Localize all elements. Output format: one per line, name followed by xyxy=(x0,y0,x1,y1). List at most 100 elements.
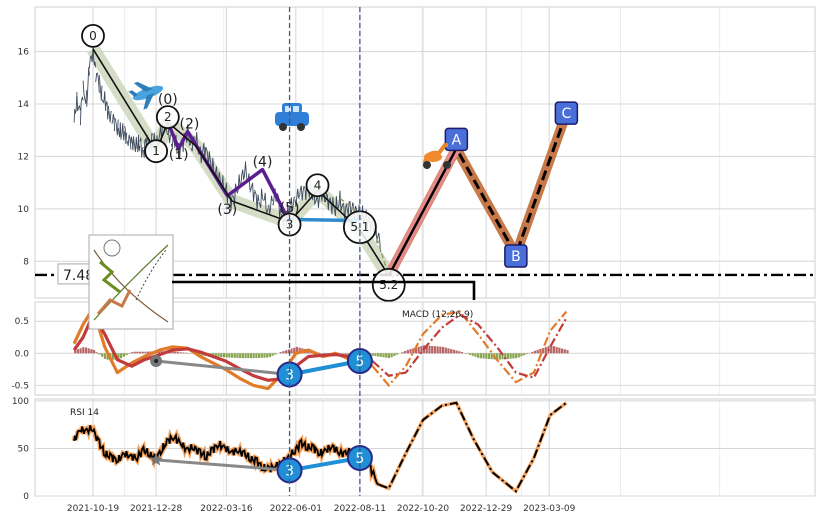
y-tick-label: 14 xyxy=(18,100,30,110)
rsi-panel: 100 50 0 35 RSI 14 xyxy=(12,397,816,502)
macd-histogram-bar xyxy=(517,353,520,358)
macd-histogram-bar xyxy=(506,353,510,359)
price-line-segment xyxy=(107,105,112,123)
macd-histogram-bar xyxy=(498,353,501,360)
macd-histogram-bar xyxy=(255,353,258,359)
abc-label-box xyxy=(504,244,528,268)
y-tick-label: 50 xyxy=(18,444,30,454)
rsi-panel-frame xyxy=(34,398,816,497)
macd-histogram-bar xyxy=(79,348,82,354)
macd-histogram-bar xyxy=(103,353,107,359)
inset-curve xyxy=(93,249,169,323)
macd-histogram-bar xyxy=(214,353,217,357)
price-line-segment xyxy=(126,134,132,150)
macd-histogram-bar xyxy=(425,345,428,354)
rsi-gray-trend xyxy=(155,458,290,472)
macd-histogram-bar xyxy=(379,353,382,357)
x-tick-label: 2022-08-11 xyxy=(334,504,386,514)
abc-label-text: B xyxy=(511,249,521,265)
macd-histogram-bar xyxy=(293,347,296,354)
macd-histogram-bar xyxy=(458,351,461,354)
price-line-segment xyxy=(294,188,300,207)
abc-wave-band xyxy=(384,111,572,279)
car-icon xyxy=(275,103,309,131)
price-line-segment xyxy=(344,201,350,221)
macd-histogram-bar xyxy=(542,348,545,354)
macd-histogram-bar xyxy=(144,351,147,354)
macd-histogram-bar xyxy=(471,353,474,356)
macd-histogram-bar xyxy=(444,347,447,354)
rsi-line xyxy=(73,425,380,486)
macd-histogram-bar xyxy=(90,349,93,354)
scooter-icon xyxy=(423,143,451,169)
macd-histogram-bar xyxy=(84,347,88,354)
wave-label-text: 4 xyxy=(314,178,322,192)
wave-label-circle xyxy=(305,173,330,198)
macd-histogram-bar xyxy=(482,353,485,359)
macd-histogram-bar xyxy=(450,349,453,354)
macd-histogram-bar xyxy=(268,353,272,358)
macd-histogram-bar xyxy=(244,353,247,359)
macd-histogram-bar xyxy=(452,349,455,354)
inset-green-bars xyxy=(99,260,121,294)
inset-dotted-curve xyxy=(135,249,167,301)
macd-histogram-bar xyxy=(347,353,350,355)
macd-histogram-bar xyxy=(101,353,104,357)
rsi-star-icon xyxy=(149,452,163,466)
macd-histogram-bar xyxy=(512,353,515,359)
macd-histogram-bar xyxy=(176,352,180,354)
macd-histogram-bar xyxy=(252,353,255,359)
macd-histogram-bar xyxy=(555,346,558,354)
macd-histogram-bar xyxy=(536,349,539,354)
macd-histogram-bar xyxy=(117,353,120,360)
macd-histogram-bar xyxy=(95,352,98,354)
x-tick-label: 2022-10-20 xyxy=(397,504,450,514)
macd-histogram-bar xyxy=(439,346,442,354)
macd-histogram-bar xyxy=(496,353,499,360)
price-line-segment xyxy=(143,137,147,158)
macd-histogram-bar xyxy=(409,349,412,354)
car-window xyxy=(285,106,291,112)
macd-histogram-bar xyxy=(550,345,553,354)
price-line-segment xyxy=(82,80,88,104)
car-body xyxy=(275,112,309,126)
macd-histogram-bar xyxy=(76,349,79,354)
macd-histogram-bar xyxy=(501,353,504,360)
macd-histogram-bar xyxy=(390,353,393,358)
macd-histogram-bar xyxy=(282,351,285,354)
macd-histogram-bar xyxy=(544,347,547,354)
price-line-segment xyxy=(244,161,251,191)
macd-histogram-bar xyxy=(106,353,109,360)
macd-histogram-bar xyxy=(401,352,404,354)
macd-histogram-bar xyxy=(431,345,434,354)
price-line-segment xyxy=(95,72,100,93)
macd-histogram-bar xyxy=(455,350,458,354)
macd-histogram-bar xyxy=(287,349,290,354)
macd-histogram-bar xyxy=(474,353,477,357)
macd-histogram-bar xyxy=(111,353,115,360)
macd-histogram-bar xyxy=(133,351,136,354)
macd-histogram-bar xyxy=(385,353,388,358)
macd-histogram-bar xyxy=(552,346,556,354)
macd-histogram-bar xyxy=(179,352,182,354)
price-line-segment xyxy=(263,192,269,214)
rsi-plot-area: 35 xyxy=(71,400,568,494)
wave-label-text: 1 xyxy=(152,144,160,158)
price-line-segment xyxy=(290,196,296,212)
abc-wave-dashed xyxy=(387,112,568,277)
macd-histogram-bar xyxy=(420,346,423,354)
price-line-segment xyxy=(299,185,305,201)
y-tick-label: 100 xyxy=(12,397,29,407)
price-line-segment xyxy=(86,67,90,107)
price-line-segment xyxy=(136,134,141,153)
macd-histogram-bar xyxy=(138,351,142,354)
support-label-text: 7.48 xyxy=(63,268,94,284)
macd-plot-area: 35 xyxy=(72,306,569,391)
macd-gray-trend xyxy=(155,359,290,376)
macd-histogram-bar xyxy=(157,351,161,354)
price-line-segment xyxy=(267,195,273,215)
macd-signal-line-forecast xyxy=(371,313,568,379)
macd-histogram-bar xyxy=(487,353,491,359)
macd-histogram-bar xyxy=(285,350,288,354)
y-tick-label: -0.5 xyxy=(11,381,29,391)
